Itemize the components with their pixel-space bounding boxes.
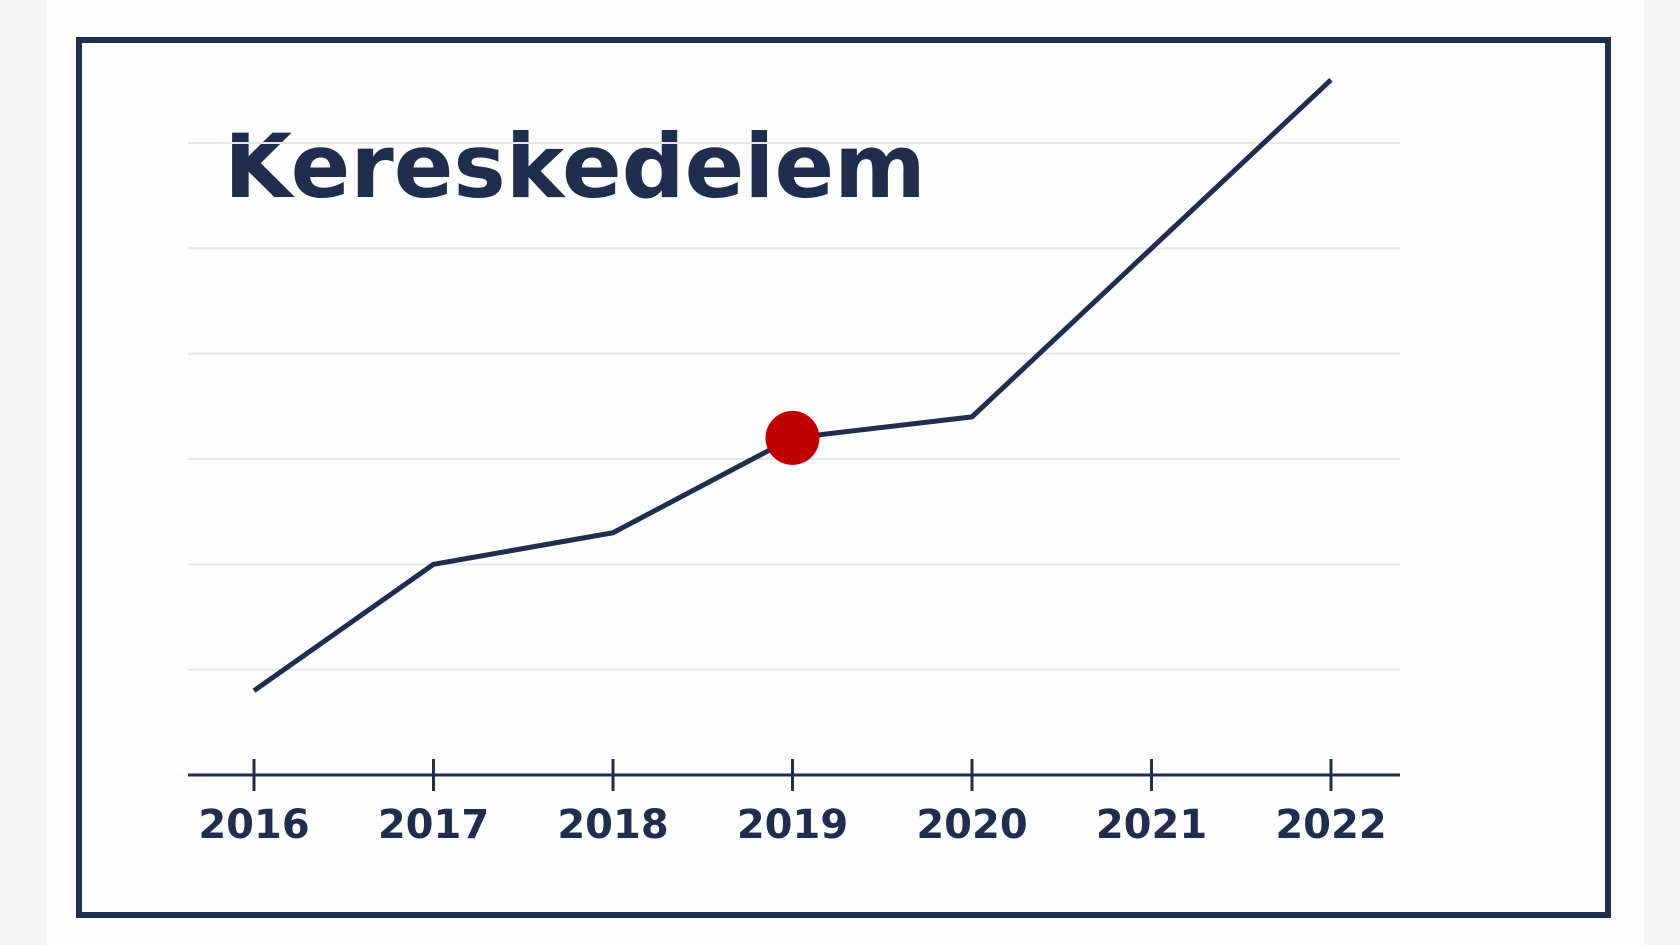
x-tick-label: 2016 [198, 802, 309, 848]
x-tick-label: 2022 [1275, 802, 1386, 848]
frame [76, 37, 1611, 918]
x-tick-label: 2021 [1096, 802, 1207, 848]
x-tick-label: 2017 [378, 802, 489, 848]
x-tick-label: 2018 [557, 802, 668, 848]
x-tick-label: 2020 [916, 802, 1027, 848]
highlight-point [765, 410, 820, 465]
chart-title: Kereskedelem [224, 115, 926, 218]
x-tick-label: 2019 [737, 802, 848, 848]
